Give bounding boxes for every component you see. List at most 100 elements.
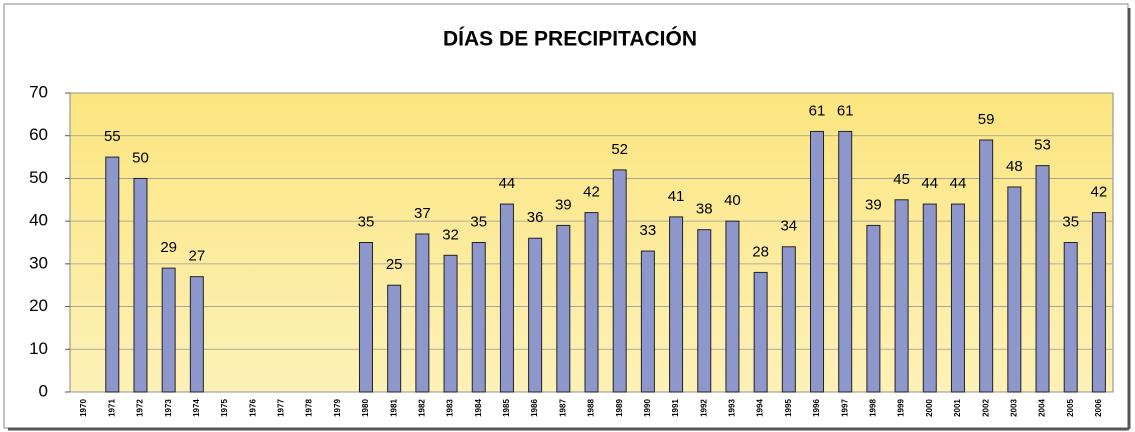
y-tick-label: 20	[29, 296, 48, 315]
data-label: 50	[132, 149, 149, 166]
bar	[1035, 165, 1050, 393]
x-tick-label: 2006	[1094, 399, 1103, 417]
bar	[189, 276, 204, 393]
bar	[133, 177, 148, 393]
data-label: 33	[640, 222, 657, 239]
data-label: 32	[442, 226, 459, 243]
x-tick-label: 1985	[502, 399, 511, 417]
bar	[387, 284, 402, 393]
x-tick-label: 1990	[643, 399, 652, 417]
x-tick-label: 1996	[812, 399, 821, 417]
chart-title: DÍAS DE PRECIPITACIÓN	[443, 27, 697, 51]
x-tick-label: 1991	[671, 399, 680, 417]
bar	[640, 250, 655, 393]
data-label: 38	[696, 201, 713, 218]
data-label: 39	[555, 196, 572, 213]
y-tick-label: 50	[29, 168, 48, 187]
bar	[1007, 186, 1022, 393]
x-tick-label: 1970	[79, 399, 88, 417]
bar	[894, 199, 909, 393]
x-tick-label: 1973	[164, 399, 173, 417]
x-tick-label: 1989	[615, 399, 624, 417]
bar	[753, 271, 768, 393]
bar	[528, 237, 543, 393]
data-label: 37	[414, 205, 431, 222]
x-tick-label: 1981	[389, 399, 398, 417]
bar	[499, 203, 514, 393]
x-tick-label: 1987	[558, 399, 567, 417]
x-tick-label: 1971	[107, 399, 116, 417]
x-tick-label: 2004	[1038, 399, 1047, 417]
x-tick-label: 1986	[530, 399, 539, 417]
x-tick-label: 1992	[699, 399, 708, 417]
data-label: 36	[527, 209, 544, 226]
data-label: 53	[1034, 137, 1051, 154]
x-tick-label: 2002	[981, 399, 990, 417]
bar	[471, 242, 486, 393]
x-tick-label: 1993	[728, 399, 737, 417]
x-tick-label: 1974	[192, 399, 201, 417]
bar	[838, 130, 853, 393]
x-tick-label: 1982	[417, 399, 426, 417]
x-tick-label: 1997	[840, 399, 849, 417]
x-tick-label: 1980	[361, 399, 370, 417]
x-tick-label: 2005	[1066, 399, 1075, 417]
data-label: 34	[780, 218, 797, 235]
x-tick-label: 2003	[1009, 399, 1018, 417]
y-tick-label: 30	[29, 253, 48, 272]
data-label: 55	[104, 128, 121, 145]
data-label: 59	[978, 111, 995, 128]
y-tick-label: 0	[39, 381, 48, 400]
bar	[612, 169, 627, 393]
data-label: 35	[470, 213, 487, 230]
bar	[358, 242, 373, 393]
data-label: 41	[668, 188, 685, 205]
bar	[950, 203, 965, 393]
y-tick-label: 60	[29, 125, 48, 144]
x-tick-label: 2001	[953, 399, 962, 417]
y-tick-label: 70	[29, 82, 48, 101]
data-label: 45	[893, 171, 910, 188]
data-label: 42	[1091, 184, 1108, 201]
bar	[415, 233, 430, 393]
bar	[1063, 242, 1078, 393]
y-tick-label: 10	[29, 339, 48, 358]
x-tick-label: 1983	[446, 399, 455, 417]
x-tick-label: 1988	[587, 399, 596, 417]
data-label: 25	[386, 256, 403, 273]
data-label: 35	[358, 213, 375, 230]
x-tick-label: 1995	[784, 399, 793, 417]
x-tick-label: 1975	[220, 399, 229, 417]
bar	[810, 130, 825, 393]
bar	[781, 246, 796, 393]
bar	[922, 203, 937, 393]
data-label: 44	[499, 175, 516, 192]
x-tick-label: 1984	[474, 399, 483, 417]
bar	[669, 216, 684, 393]
bar	[556, 224, 571, 393]
data-label: 61	[809, 102, 826, 119]
bar	[443, 254, 458, 393]
bar	[725, 220, 740, 393]
bar	[866, 224, 881, 393]
data-label: 27	[189, 248, 206, 265]
data-label: 35	[1062, 213, 1079, 230]
bar	[584, 212, 599, 393]
data-label: 42	[583, 184, 600, 201]
bar	[979, 139, 994, 393]
data-label: 29	[160, 239, 177, 256]
x-tick-label: 1994	[756, 399, 765, 417]
data-label: 44	[921, 175, 938, 192]
data-label: 39	[865, 196, 882, 213]
x-tick-label: 1977	[277, 399, 286, 417]
bar	[161, 267, 176, 393]
bar	[1091, 212, 1106, 393]
x-tick-label: 2000	[925, 399, 934, 417]
x-tick-label: 1999	[897, 399, 906, 417]
x-tick-label: 1978	[305, 399, 314, 417]
bar	[105, 156, 120, 393]
x-tick-label: 1979	[333, 399, 342, 417]
data-label: 61	[837, 102, 854, 119]
data-label: 28	[752, 243, 769, 260]
